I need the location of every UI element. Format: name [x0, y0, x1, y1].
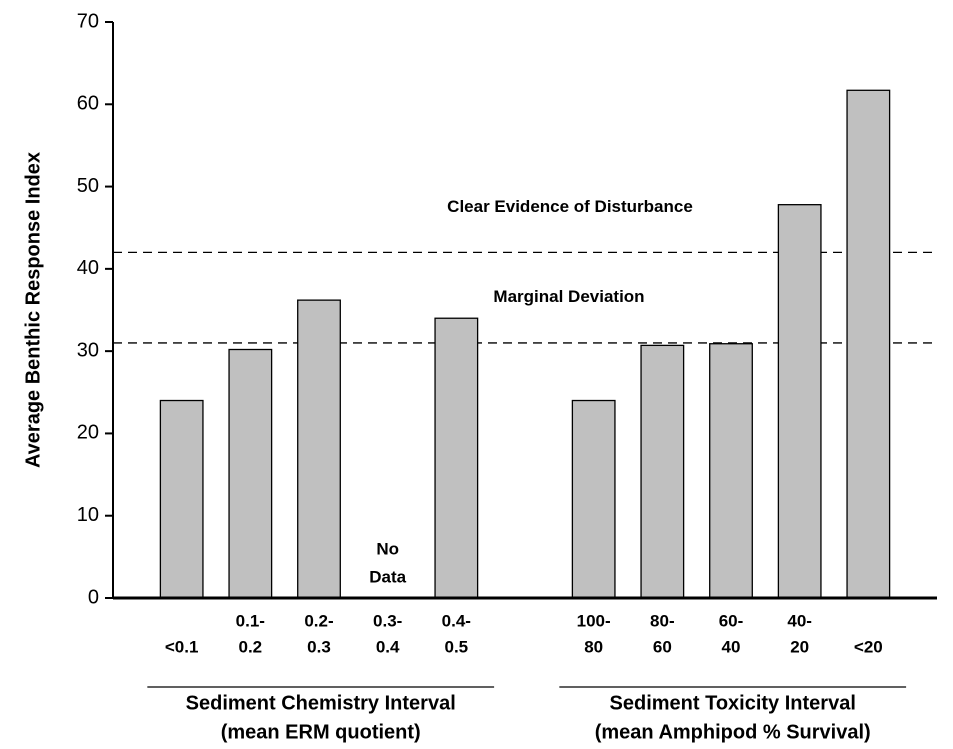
bar	[571, 399, 616, 599]
x-tick-label: <20	[854, 637, 883, 656]
no-data-label: No	[376, 539, 399, 558]
x-tick-label: 100-	[577, 611, 611, 630]
y-tick-label: 70	[77, 10, 99, 32]
y-tick-label: 0	[88, 586, 99, 608]
x-tick-label: 60	[653, 637, 672, 656]
y-axis-label: Average Benthic Response Index	[22, 152, 44, 468]
x-tick-label: 0.4-	[442, 611, 471, 630]
bar	[846, 89, 891, 599]
zone-label: Marginal Deviation	[493, 287, 644, 306]
bar	[434, 317, 479, 599]
x-tick-label: 0.4	[376, 637, 400, 656]
group-label: (mean ERM quotient)	[221, 721, 421, 743]
y-tick-label: 40	[77, 257, 99, 279]
y-tick-label: 60	[77, 93, 99, 115]
x-tick-label: 60-	[719, 611, 744, 630]
bar	[297, 299, 341, 599]
x-tick-label: 80	[584, 637, 603, 656]
zone-label: Clear Evidence of Disturbance	[447, 197, 693, 216]
x-tick-label: 0.3-	[373, 611, 402, 630]
y-tick-label: 10	[77, 504, 99, 526]
x-tick-label: 0.1-	[236, 611, 265, 630]
no-data-label: Data	[369, 567, 406, 586]
x-tick-label: 40	[722, 637, 741, 656]
bar	[228, 348, 273, 599]
x-tick-label: 0.2	[239, 637, 263, 656]
bar	[159, 399, 204, 599]
group-label: Sediment Chemistry Interval	[186, 692, 456, 714]
y-tick-label: 30	[77, 339, 99, 361]
group-label: Sediment Toxicity Interval	[610, 692, 856, 714]
x-tick-label: 20	[790, 637, 809, 656]
group-label: (mean Amphipod % Survival)	[595, 721, 871, 743]
x-tick-label: 80-	[650, 611, 675, 630]
x-tick-label: 0.2-	[304, 611, 333, 630]
x-tick-label: 0.5	[445, 637, 469, 656]
bar	[709, 343, 753, 599]
x-tick-label: 0.3	[307, 637, 331, 656]
y-tick-label: 50	[77, 175, 99, 197]
x-tick-label: <0.1	[165, 637, 199, 656]
y-tick-label: 20	[77, 422, 99, 444]
x-tick-label: 40-	[787, 611, 812, 630]
bar	[777, 204, 822, 599]
bar	[640, 344, 685, 599]
